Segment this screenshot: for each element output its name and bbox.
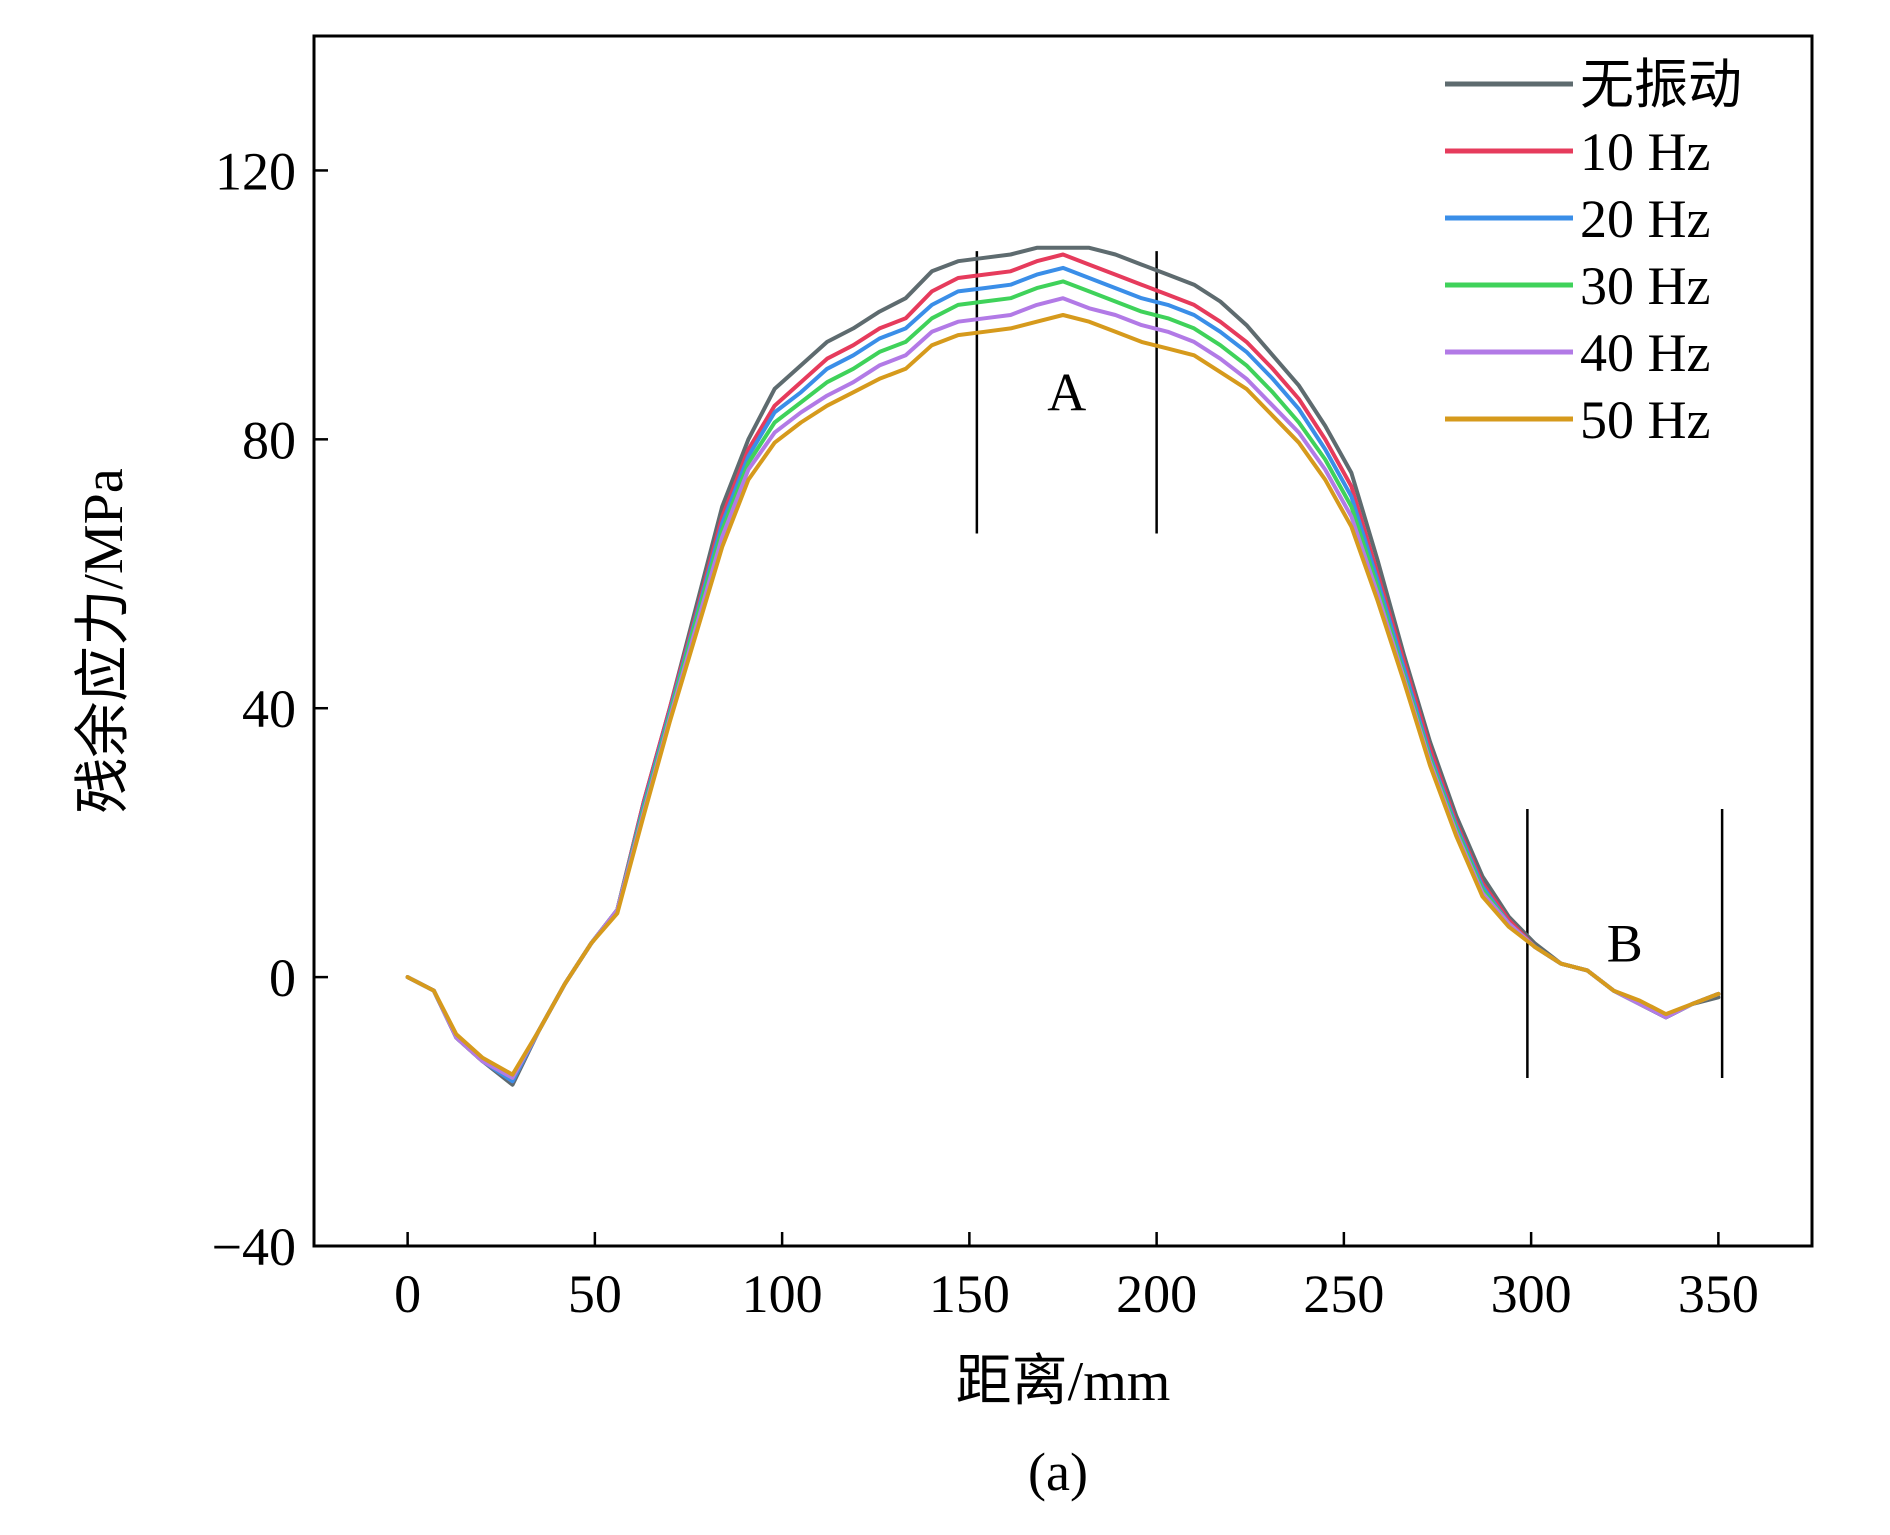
x-tick-label: 350: [1678, 1264, 1759, 1324]
x-tick-label: 300: [1491, 1264, 1572, 1324]
legend-label: 无振动: [1580, 55, 1742, 115]
x-tick-label: 200: [1116, 1264, 1197, 1324]
legend-label: 50 Hz: [1580, 390, 1710, 450]
x-tick-label: 150: [929, 1264, 1010, 1324]
region-markers: AB: [975, 251, 1724, 1078]
x-tick-label: 250: [1303, 1264, 1384, 1324]
x-tick-label: 0: [394, 1264, 421, 1324]
legend-label: 40 Hz: [1580, 323, 1710, 383]
y-tick-label: −40: [212, 1217, 296, 1277]
region-label: B: [1607, 914, 1643, 974]
legend-label: 30 Hz: [1580, 256, 1710, 316]
y-tick-label: 0: [269, 948, 296, 1008]
legend-label: 10 Hz: [1580, 122, 1710, 182]
x-tick-label: 100: [742, 1264, 823, 1324]
region-label: A: [1047, 362, 1086, 422]
x-axis-title: 距离/mm: [956, 1351, 1171, 1413]
legend: 无振动 10 Hz 20 Hz 30 Hz 40 Hz 50 Hz: [1445, 55, 1742, 450]
y-tick-label: 40: [242, 679, 296, 739]
plot-frame: [312, 34, 1814, 1248]
series-line: [405, 313, 1721, 1077]
series-lines: [405, 245, 1721, 1087]
legend-label: 20 Hz: [1580, 189, 1710, 249]
figure-caption: (a): [1028, 1442, 1088, 1502]
y-tick-label: 80: [242, 410, 296, 470]
y-axis-title: 残余应力/MPa: [73, 468, 135, 813]
axis-ticks: 0 50 100 150 200 250 300 350 −40 0 40 80 120: [212, 141, 1759, 1324]
y-tick-label: 120: [215, 141, 296, 201]
x-tick-label: 50: [568, 1264, 622, 1324]
